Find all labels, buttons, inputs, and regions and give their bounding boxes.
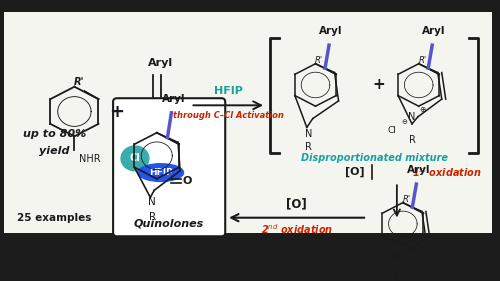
FancyArrowPatch shape xyxy=(394,185,400,216)
Text: Aryl: Aryl xyxy=(406,165,430,175)
FancyBboxPatch shape xyxy=(4,12,492,233)
Text: R': R' xyxy=(315,56,324,65)
Text: [O]: [O] xyxy=(286,198,307,211)
Text: Aryl: Aryl xyxy=(320,26,343,36)
Text: through C–Cl Activation: through C–Cl Activation xyxy=(173,112,284,121)
Text: 2$^{nd}$ oxidation: 2$^{nd}$ oxidation xyxy=(260,222,333,236)
Text: Aryl: Aryl xyxy=(148,58,174,68)
Text: Disproportionated mixture: Disproportionated mixture xyxy=(300,153,448,162)
FancyBboxPatch shape xyxy=(113,98,225,236)
Text: R: R xyxy=(408,135,416,145)
Text: N: N xyxy=(148,197,156,207)
Text: HFIP: HFIP xyxy=(214,86,242,96)
Text: +: + xyxy=(372,78,386,92)
Circle shape xyxy=(121,146,149,171)
Text: N: N xyxy=(392,251,400,261)
Text: yield: yield xyxy=(40,146,70,156)
Text: Quinolones: Quinolones xyxy=(134,219,204,229)
FancyArrowPatch shape xyxy=(232,214,364,221)
Text: R': R' xyxy=(156,126,164,135)
Text: Cl: Cl xyxy=(130,153,140,164)
Text: N: N xyxy=(305,129,312,139)
FancyArrowPatch shape xyxy=(194,101,261,109)
Text: Aryl: Aryl xyxy=(162,94,185,104)
Text: ⊕: ⊕ xyxy=(404,244,410,253)
Text: NHR: NHR xyxy=(80,154,101,164)
Text: 25 examples: 25 examples xyxy=(18,213,92,223)
Text: ⊕: ⊕ xyxy=(420,105,426,114)
Ellipse shape xyxy=(138,164,184,182)
Text: R: R xyxy=(306,142,312,151)
Text: O: O xyxy=(182,176,192,185)
Text: +: + xyxy=(110,103,124,121)
Text: 1$^{st}$ oxidation: 1$^{st}$ oxidation xyxy=(412,165,482,179)
Text: N: N xyxy=(408,112,416,122)
Text: R: R xyxy=(392,274,400,281)
Text: R': R' xyxy=(418,56,426,65)
Text: Aryl: Aryl xyxy=(422,26,446,36)
Text: ⊖: ⊖ xyxy=(401,119,407,125)
Text: HFIP: HFIP xyxy=(149,168,172,177)
Text: R: R xyxy=(148,212,156,221)
Text: [O]: [O] xyxy=(346,167,365,177)
Text: up to 80%: up to 80% xyxy=(23,129,86,139)
Text: Cl: Cl xyxy=(372,266,380,275)
Text: ⊖: ⊖ xyxy=(385,258,391,264)
Text: Cl: Cl xyxy=(388,126,396,135)
Text: R': R' xyxy=(74,77,84,87)
Text: R': R' xyxy=(402,195,410,204)
